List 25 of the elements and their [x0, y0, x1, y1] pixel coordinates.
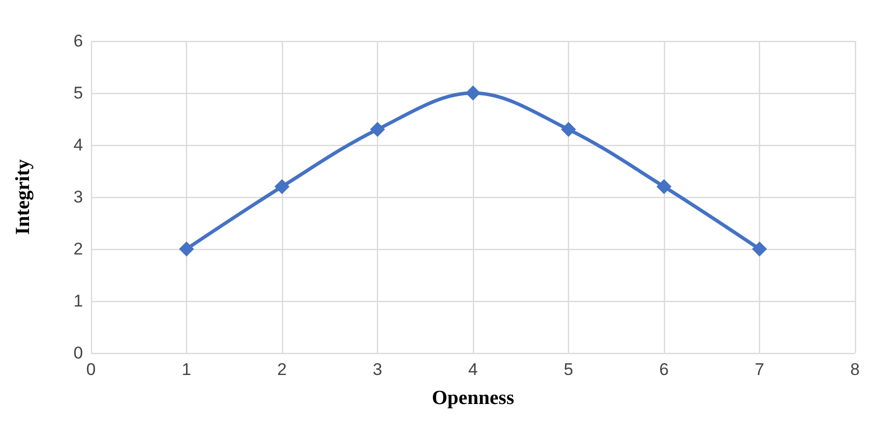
x-axis-title: Openness [432, 387, 514, 409]
y-tick-label: 4 [74, 136, 83, 154]
x-tick-label: 1 [182, 360, 192, 379]
x-tick-label: 7 [754, 360, 764, 379]
y-tick-label: 5 [74, 84, 83, 102]
y-tick-label: 2 [74, 240, 83, 258]
x-tick-label: 5 [564, 360, 574, 379]
y-tick-label: 1 [74, 292, 83, 310]
y-tick-label: 3 [74, 188, 83, 206]
point [656, 179, 672, 194]
x-tick-label: 2 [277, 360, 287, 379]
point [466, 86, 480, 100]
x-tick-label: 0 [86, 360, 96, 379]
x-tick-label: 8 [850, 360, 860, 379]
point [179, 242, 194, 256]
x-tick-label: 6 [659, 360, 669, 379]
point [561, 122, 576, 137]
y-tick-label: 6 [74, 32, 83, 50]
point [752, 242, 767, 256]
x-tick-label: 3 [372, 360, 382, 379]
x-tick-label: 4 [468, 360, 478, 379]
point [274, 179, 290, 194]
y-tick-label: 0 [74, 344, 83, 362]
point [370, 122, 385, 137]
y-axis-title: Integrity [12, 159, 34, 235]
